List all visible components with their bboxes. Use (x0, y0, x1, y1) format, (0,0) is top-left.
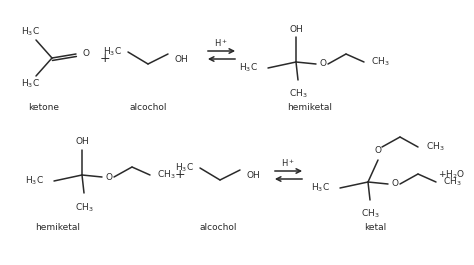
Text: $\mathregular{H_3C}$: $\mathregular{H_3C}$ (25, 175, 44, 187)
Text: hemiketal: hemiketal (288, 104, 332, 113)
Text: ketone: ketone (28, 104, 60, 113)
Text: OH: OH (75, 138, 89, 147)
Text: hemiketal: hemiketal (36, 223, 81, 232)
Text: $\mathregular{H^+}$: $\mathregular{H^+}$ (281, 157, 295, 169)
Text: $\mathregular{H_3C}$: $\mathregular{H_3C}$ (239, 62, 258, 74)
Text: OH: OH (247, 171, 261, 180)
Text: $\mathregular{CH_3}$: $\mathregular{CH_3}$ (75, 201, 93, 214)
Text: $\mathregular{H_3C}$: $\mathregular{H_3C}$ (20, 26, 39, 38)
Text: $\mathregular{CH_3}$: $\mathregular{CH_3}$ (361, 208, 379, 220)
Text: alcochol: alcochol (129, 104, 167, 113)
Text: +: + (100, 51, 110, 64)
Text: $\mathregular{H_3C}$: $\mathregular{H_3C}$ (103, 46, 122, 58)
Text: O: O (392, 179, 399, 188)
Text: ketal: ketal (364, 223, 386, 232)
Text: $\mathregular{H_3C}$: $\mathregular{H_3C}$ (20, 78, 39, 90)
Text: $\mathregular{H_3C}$: $\mathregular{H_3C}$ (311, 182, 330, 194)
Text: O: O (374, 146, 382, 155)
Text: alcochol: alcochol (199, 223, 237, 232)
Text: OH: OH (175, 55, 189, 64)
Text: O: O (106, 173, 113, 182)
Text: $\mathregular{CH_3}$: $\mathregular{CH_3}$ (426, 141, 445, 153)
Text: $\mathregular{CH_3}$: $\mathregular{CH_3}$ (289, 88, 307, 100)
Text: +: + (175, 169, 185, 182)
Text: $\mathregular{+ H_2O}$: $\mathregular{+ H_2O}$ (438, 169, 465, 181)
Text: O: O (320, 60, 327, 68)
Text: OH: OH (289, 24, 303, 33)
Text: $\mathregular{CH_3}$: $\mathregular{CH_3}$ (371, 56, 390, 68)
Text: $\mathregular{H^+}$: $\mathregular{H^+}$ (214, 37, 228, 49)
Text: $\mathregular{H_3C}$: $\mathregular{H_3C}$ (175, 162, 194, 174)
Text: $\mathregular{CH_3}$: $\mathregular{CH_3}$ (157, 169, 176, 181)
Text: O: O (83, 50, 90, 59)
Text: $\mathregular{CH_3}$: $\mathregular{CH_3}$ (443, 176, 462, 188)
